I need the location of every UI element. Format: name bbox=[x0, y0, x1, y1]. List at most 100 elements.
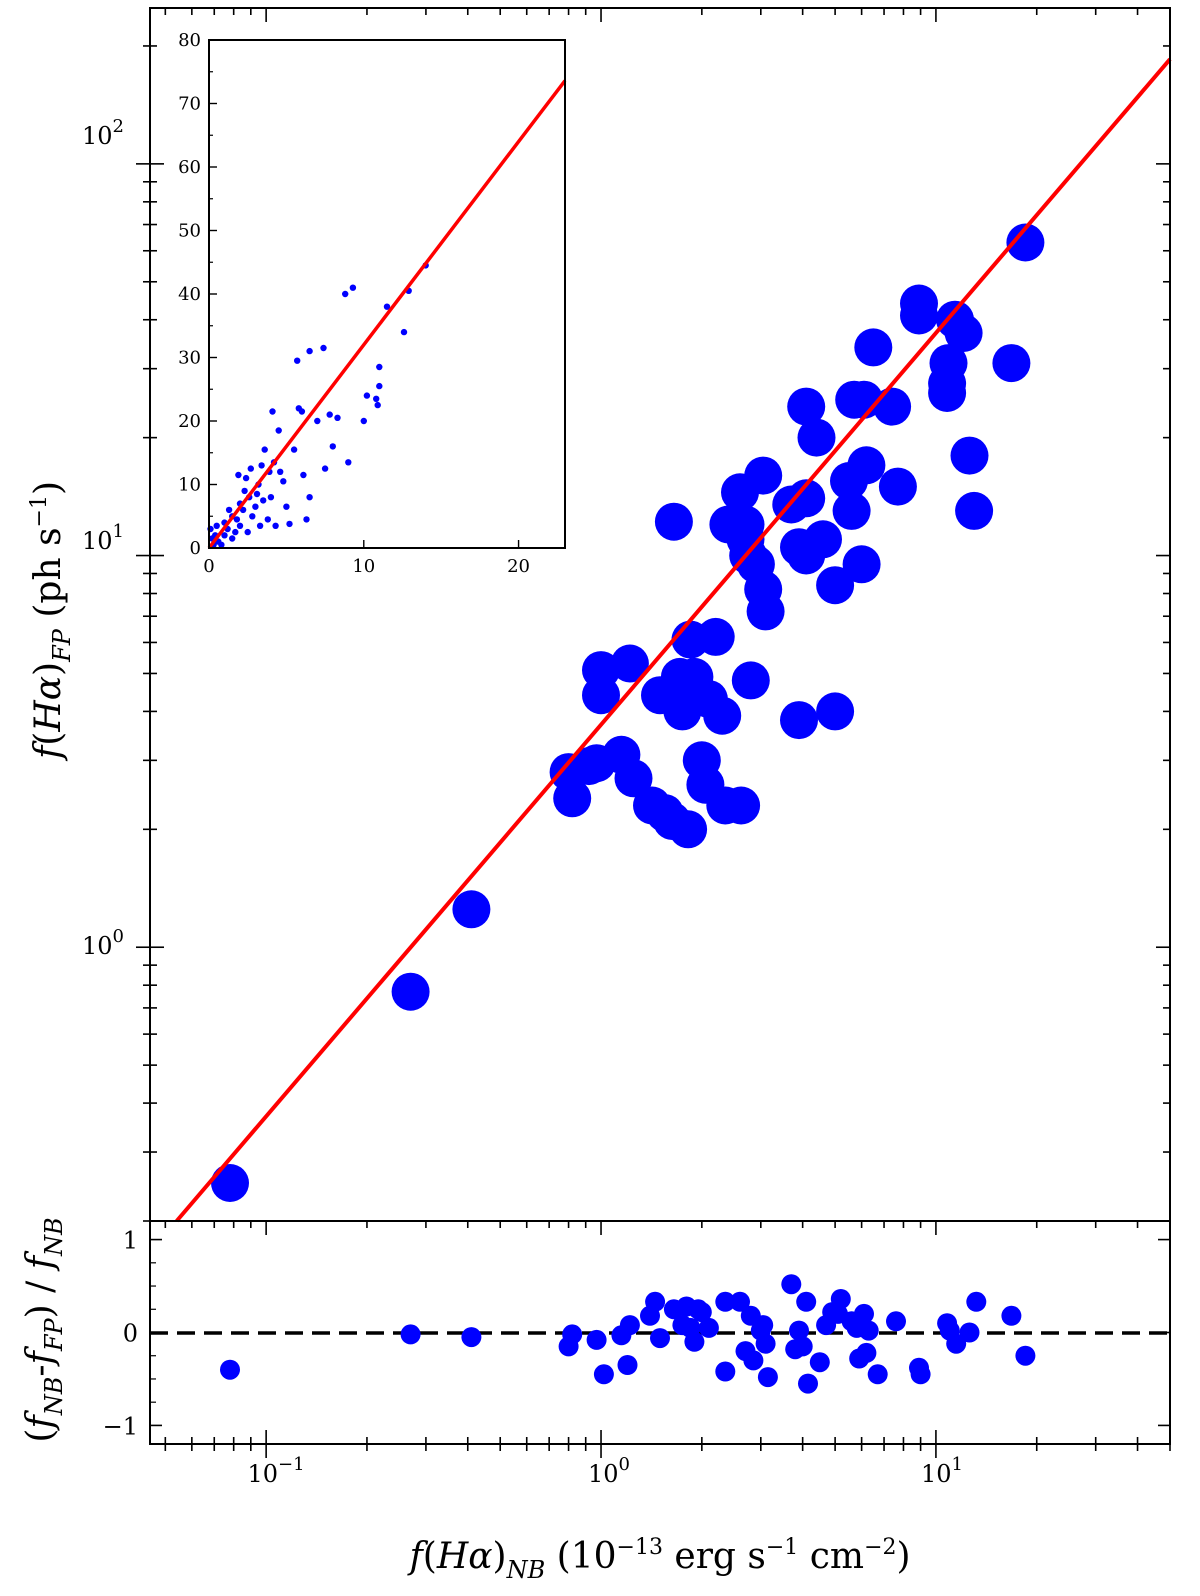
resid-point-5 bbox=[586, 1329, 607, 1350]
resid-point-45 bbox=[854, 1303, 874, 1324]
main-point-36 bbox=[744, 456, 783, 495]
inset-point-34 bbox=[267, 494, 275, 501]
resid-point-8 bbox=[617, 1355, 638, 1375]
main-point-48 bbox=[816, 692, 855, 731]
resid-point-58 bbox=[1015, 1345, 1036, 1366]
inset-point-59 bbox=[349, 284, 357, 291]
main-point-40 bbox=[780, 701, 818, 740]
resid-point-28 bbox=[753, 1315, 774, 1336]
inset-point-40 bbox=[280, 478, 287, 485]
main-point-30 bbox=[722, 786, 761, 825]
resid-point-47 bbox=[858, 1320, 879, 1341]
inset-point-6 bbox=[218, 541, 225, 548]
resid-ytick-label: 0 bbox=[123, 1320, 138, 1348]
inset-point-42 bbox=[286, 520, 293, 528]
inset-point-35 bbox=[269, 408, 276, 415]
main-point-57 bbox=[878, 467, 917, 506]
resid-ytick-label: 1 bbox=[123, 1227, 138, 1255]
main-plot: 102 101 100 f(Hα)FP (ph s−1) bbox=[27, 7, 1172, 1223]
main-point-65 bbox=[950, 436, 989, 475]
main-ytick-label-100: 102 bbox=[82, 116, 124, 150]
inset-fit-line bbox=[207, 79, 567, 550]
main-point-68 bbox=[1006, 223, 1045, 262]
inset-point-46 bbox=[298, 408, 306, 415]
resid-point-2 bbox=[461, 1327, 482, 1348]
main-point-62 bbox=[929, 344, 968, 383]
inset-point-37 bbox=[272, 522, 279, 529]
resid-point-34 bbox=[792, 1336, 813, 1357]
main-point-8 bbox=[582, 676, 620, 715]
inset-ytick-label: 20 bbox=[178, 411, 201, 432]
inset-point-57 bbox=[342, 290, 349, 298]
inset-ytick-label: 60 bbox=[178, 157, 201, 178]
inset-plot: 0 10 20 30 40 50 60 70 80 0 10 20 bbox=[178, 30, 567, 577]
main-point-38 bbox=[746, 592, 785, 631]
main-fit-line bbox=[175, 57, 1172, 1223]
resid-xtick-label-0.1: 10−1 bbox=[247, 1454, 304, 1488]
main-point-66 bbox=[955, 491, 994, 530]
inset-background bbox=[209, 40, 565, 548]
inset-xtick-label: 0 bbox=[203, 556, 214, 577]
inset-point-44 bbox=[294, 357, 301, 364]
resid-point-21 bbox=[715, 1291, 736, 1312]
inset-point-64 bbox=[376, 382, 383, 390]
inset-ytick-label: 70 bbox=[178, 94, 201, 115]
main-point-0 bbox=[211, 1164, 249, 1202]
xlabel: f(Hα)NB (10−13 erg s−1 cm−2) bbox=[406, 1535, 910, 1584]
inset-point-48 bbox=[303, 516, 310, 523]
resid-point-11 bbox=[645, 1291, 666, 1312]
main-point-54 bbox=[847, 446, 886, 485]
inset-point-55 bbox=[329, 443, 336, 450]
inset-point-23 bbox=[247, 465, 254, 472]
inset-point-15 bbox=[235, 471, 242, 479]
inset-point-67 bbox=[400, 328, 408, 336]
resid-point-55 bbox=[959, 1322, 980, 1343]
main-ylabel: f(Hα)FP (ph s−1) bbox=[27, 481, 76, 762]
inset-point-19 bbox=[241, 487, 248, 495]
main-point-4 bbox=[553, 779, 592, 818]
inset-ytick-label: 0 bbox=[190, 538, 201, 559]
resid-point-41 bbox=[830, 1289, 851, 1309]
inset-point-10 bbox=[225, 506, 233, 514]
main-point-59 bbox=[900, 284, 938, 323]
resid-point-23 bbox=[730, 1291, 750, 1312]
residual-ticks: −1 0 1 bbox=[103, 1221, 1171, 1458]
inset-point-4 bbox=[213, 522, 220, 529]
inset-point-50 bbox=[306, 347, 313, 355]
main-point-1 bbox=[391, 972, 430, 1011]
main-points bbox=[211, 223, 1045, 1202]
inset-ticks: 0 10 20 30 40 50 60 70 80 0 10 20 bbox=[178, 30, 530, 577]
inset-point-29 bbox=[258, 462, 265, 469]
inset-point-14 bbox=[233, 516, 241, 523]
inset-point-11 bbox=[229, 535, 236, 542]
inset-point-51 bbox=[314, 417, 321, 425]
main-point-19 bbox=[669, 810, 708, 849]
main-point-61 bbox=[928, 374, 967, 412]
main-point-47 bbox=[816, 566, 855, 605]
resid-point-30 bbox=[757, 1367, 778, 1388]
inset-point-43 bbox=[290, 446, 298, 453]
main-ytick-label-1: 100 bbox=[82, 926, 124, 960]
inset-point-39 bbox=[277, 468, 284, 475]
resid-ytick-label: −1 bbox=[103, 1412, 138, 1440]
main-ytick-label-10: 101 bbox=[82, 521, 124, 555]
main-point-2 bbox=[452, 890, 491, 929]
resid-point-49 bbox=[886, 1311, 906, 1332]
resid-point-57 bbox=[1001, 1305, 1022, 1326]
inset-point-28 bbox=[256, 522, 264, 529]
inset-point-65 bbox=[376, 363, 383, 371]
inset-point-31 bbox=[261, 446, 268, 453]
resid-point-31 bbox=[781, 1274, 802, 1295]
resid-point-29 bbox=[755, 1333, 776, 1354]
main-point-11 bbox=[614, 759, 653, 798]
resid-point-22 bbox=[715, 1361, 736, 1382]
main-point-16 bbox=[654, 502, 693, 541]
resid-xtick-label-1: 100 bbox=[588, 1454, 630, 1488]
residual-points bbox=[220, 1274, 1036, 1394]
main-point-26 bbox=[703, 696, 742, 735]
inset-point-54 bbox=[326, 411, 333, 418]
residual-ylabel: (fNB-fFP) / fNB bbox=[20, 1217, 68, 1442]
resid-point-56 bbox=[966, 1291, 987, 1312]
inset-xtick-label: 10 bbox=[352, 556, 375, 577]
main-point-64 bbox=[944, 314, 983, 352]
